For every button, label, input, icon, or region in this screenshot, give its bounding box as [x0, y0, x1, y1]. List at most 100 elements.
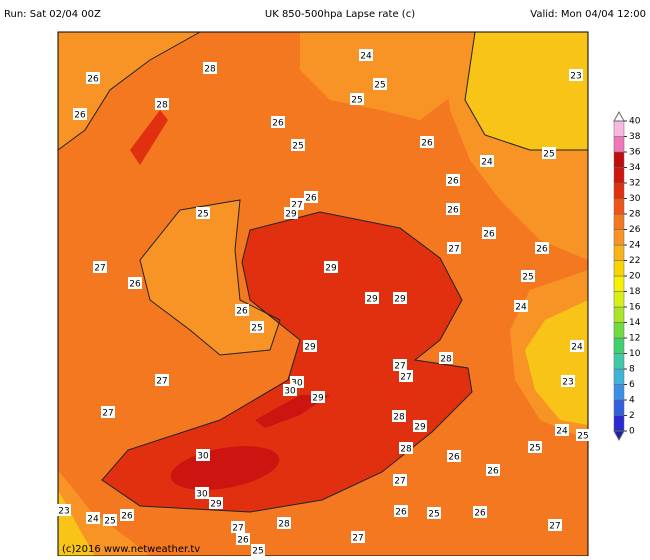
- colorbar-tick-label: 22: [629, 256, 640, 266]
- colorbar-tick-label: 6: [629, 380, 635, 390]
- contour-label: 27: [102, 409, 113, 419]
- contour-label: 28: [440, 355, 452, 365]
- colorbar-tick-label: 40: [629, 117, 641, 127]
- contour-label: 24: [481, 158, 493, 168]
- colorbar-tick-label: 30: [629, 194, 641, 204]
- contour-label-box: [373, 78, 387, 90]
- contour-label: 29: [285, 210, 297, 220]
- contour-label: 27: [394, 477, 405, 487]
- colorbar-segment: [613, 260, 625, 277]
- contour-label-box: [155, 98, 169, 110]
- colorbar-segment: [613, 415, 625, 432]
- contour-label-box: [399, 442, 413, 454]
- contour-label-box: [569, 69, 583, 81]
- contour-label: 30: [284, 387, 296, 397]
- contour-label: 27: [94, 264, 105, 274]
- colorbar-top-arrow: [613, 110, 625, 122]
- contour-label-box: [196, 207, 210, 219]
- contour-label: 25: [529, 444, 540, 454]
- contour-label-box: [73, 108, 87, 120]
- colorbar-segment: [613, 353, 625, 370]
- contour-label-box: [324, 261, 338, 273]
- contour-label-box: [521, 270, 535, 282]
- contour-label: 30: [196, 490, 208, 500]
- contour-label: 26: [421, 139, 433, 149]
- colorbar-segment: [613, 306, 625, 323]
- contour-label-box: [570, 340, 584, 352]
- contour-label: 28: [400, 445, 412, 455]
- field-28-30: [130, 110, 168, 165]
- contour-label-box: [196, 449, 210, 461]
- contour-label: 26: [487, 467, 499, 477]
- contour-label-box: [303, 340, 317, 352]
- contour-label: 23: [562, 378, 573, 388]
- contour-label: 26: [129, 280, 141, 290]
- colorbar-tick-label: 8: [629, 365, 635, 375]
- contour-label-box: [446, 174, 460, 186]
- contour-label: 26: [536, 245, 548, 255]
- contour-label: 25: [351, 96, 362, 106]
- colorbar-tick-label: 20: [629, 272, 641, 282]
- colorbar-segment: [613, 244, 625, 261]
- contour-label: 27: [156, 377, 167, 387]
- colorbar-tick-label: 16: [629, 303, 641, 313]
- contour-label: 24: [556, 427, 568, 437]
- contour-label: 25: [543, 150, 554, 160]
- contour-label: 26: [395, 508, 407, 518]
- contour-label: 26: [447, 177, 459, 187]
- contour-label-box: [350, 93, 364, 105]
- colorbar-tick-label: 10: [629, 349, 641, 359]
- contour-label: 24: [515, 303, 527, 313]
- contour-label-box: [128, 277, 142, 289]
- contour-label-box: [413, 420, 427, 432]
- colorbar-bottom-arrow: [613, 430, 625, 442]
- colorbar-tick-label: 32: [629, 179, 640, 189]
- contour-label: 26: [447, 206, 459, 216]
- colorbar-segment: [613, 291, 625, 308]
- contour-label-box: [393, 359, 407, 371]
- contour-label: 30: [197, 452, 209, 462]
- contour-label-box: [351, 531, 365, 543]
- contour-label-box: [203, 62, 217, 74]
- colorbar-segment: [613, 213, 625, 230]
- field-30-32: [255, 395, 330, 428]
- contour-label: 25: [577, 432, 588, 442]
- field-22-24: [525, 300, 588, 425]
- contour-label-box: [393, 474, 407, 486]
- contour-label: 28: [278, 520, 290, 530]
- contour-label: 26: [74, 111, 86, 121]
- contour-label: 27: [394, 362, 405, 372]
- contour-label: 27: [352, 534, 363, 544]
- contour-label-box: [101, 406, 115, 418]
- contour-label: 29: [312, 394, 324, 404]
- run-label: Run: Sat 02/04 00Z: [4, 9, 101, 20]
- valid-label: Valid: Mon 04/04 12:00: [530, 9, 646, 20]
- contour-label-box: [103, 514, 117, 526]
- contour-label: 28: [156, 101, 168, 111]
- copyright: (c)2016 www.netweather.tv: [62, 544, 200, 555]
- contour-label-box: [311, 391, 325, 403]
- contour-label: 27: [400, 373, 411, 383]
- title: UK 850-500hpa Lapse rate (c): [265, 9, 415, 20]
- contour-label: 25: [374, 81, 385, 91]
- colorbar-segment: [613, 167, 625, 184]
- map: [57, 31, 589, 557]
- contour-label-box: [271, 116, 285, 128]
- contour-label-box: [277, 517, 291, 529]
- contour-label: 26: [305, 194, 317, 204]
- contour-label: 29: [366, 295, 378, 305]
- colorbar-tick-label: 2: [629, 411, 635, 421]
- contour-label: 27: [291, 201, 302, 211]
- colorbar-tick-label: 28: [629, 210, 641, 220]
- field-24-26: [300, 32, 470, 120]
- colorbar-segment: [613, 275, 625, 292]
- colorbar-tick-label: 38: [629, 132, 641, 142]
- contour-label-box: [93, 261, 107, 273]
- contour-label-box: [155, 374, 169, 386]
- colorbar-tick-label: 0: [629, 427, 635, 437]
- contour-label-box: [231, 521, 245, 533]
- contour-label-box: [482, 227, 496, 239]
- contour-label-box: [548, 519, 562, 531]
- field-24-26: [140, 200, 280, 355]
